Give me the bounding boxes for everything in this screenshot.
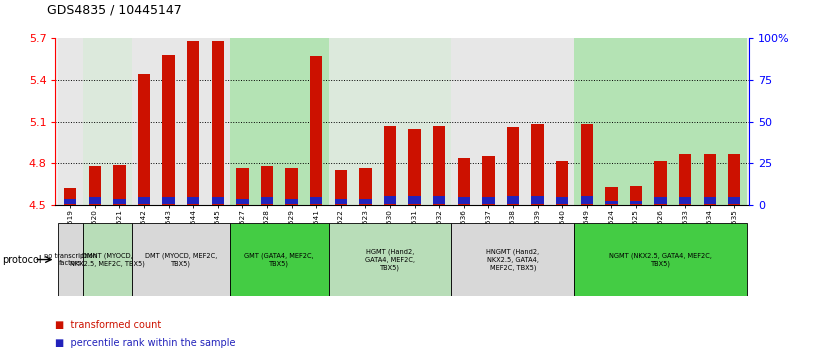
Bar — [581, 196, 593, 204]
Bar — [679, 197, 691, 204]
Bar — [605, 201, 618, 204]
Bar — [237, 199, 249, 204]
Bar — [310, 56, 322, 205]
Bar — [482, 156, 494, 205]
Text: NGMT (NKX2.5, GATA4, MEF2C,
TBX5): NGMT (NKX2.5, GATA4, MEF2C, TBX5) — [609, 252, 712, 267]
Bar — [187, 41, 199, 205]
Bar — [82, 38, 131, 205]
Bar — [409, 196, 421, 204]
Bar — [384, 126, 396, 205]
Bar — [507, 127, 519, 205]
Text: DMNT (MYOCD,
NKX2.5, MEF2C, TBX5): DMNT (MYOCD, NKX2.5, MEF2C, TBX5) — [69, 252, 144, 267]
Bar — [531, 125, 543, 205]
Text: no transcription
factors: no transcription factors — [44, 253, 97, 266]
Bar — [335, 170, 347, 205]
Bar — [58, 38, 82, 205]
Bar — [261, 166, 273, 205]
Text: HNGMT (Hand2,
NKX2.5, GATA4,
MEF2C, TBX5): HNGMT (Hand2, NKX2.5, GATA4, MEF2C, TBX5… — [486, 249, 539, 270]
Bar — [433, 196, 446, 204]
Bar — [113, 165, 126, 205]
Bar — [574, 223, 747, 296]
Text: DMT (MYOCD, MEF2C,
TBX5): DMT (MYOCD, MEF2C, TBX5) — [144, 252, 217, 267]
Text: protocol: protocol — [2, 254, 42, 265]
Bar — [458, 158, 470, 205]
Text: GMT (GATA4, MEF2C,
TBX5): GMT (GATA4, MEF2C, TBX5) — [245, 252, 314, 267]
Bar — [409, 129, 421, 205]
Bar — [329, 38, 451, 205]
Bar — [131, 38, 230, 205]
Bar — [482, 197, 494, 204]
Bar — [507, 196, 519, 204]
Bar — [187, 197, 199, 204]
Bar — [131, 223, 230, 296]
Bar — [654, 197, 667, 204]
Bar — [384, 196, 396, 204]
Bar — [162, 55, 175, 205]
Bar — [728, 197, 740, 204]
Bar — [230, 38, 329, 205]
Bar — [703, 154, 716, 205]
Bar — [531, 196, 543, 204]
Bar — [605, 187, 618, 205]
Bar — [703, 197, 716, 204]
Bar — [630, 201, 642, 204]
Bar — [310, 197, 322, 204]
Bar — [433, 126, 446, 205]
Text: HGMT (Hand2,
GATA4, MEF2C,
TBX5): HGMT (Hand2, GATA4, MEF2C, TBX5) — [365, 249, 415, 270]
Bar — [451, 223, 574, 296]
Bar — [138, 197, 150, 204]
Bar — [261, 197, 273, 204]
Bar — [89, 197, 101, 204]
Bar — [230, 223, 329, 296]
Bar — [58, 223, 82, 296]
Bar — [679, 154, 691, 205]
Bar — [113, 199, 126, 204]
Bar — [286, 167, 298, 205]
Bar — [359, 199, 371, 204]
Bar — [630, 185, 642, 205]
Bar — [654, 160, 667, 205]
Bar — [728, 154, 740, 205]
Text: ■  transformed count: ■ transformed count — [55, 320, 162, 330]
Bar — [89, 166, 101, 205]
Bar — [211, 41, 224, 205]
Bar — [64, 188, 77, 205]
Bar — [162, 197, 175, 204]
Bar — [82, 223, 131, 296]
Bar — [329, 223, 451, 296]
Bar — [359, 167, 371, 205]
Bar — [138, 74, 150, 205]
Text: GDS4835 / 10445147: GDS4835 / 10445147 — [47, 3, 182, 16]
Bar — [581, 125, 593, 205]
Bar — [335, 199, 347, 204]
Bar — [286, 199, 298, 204]
Bar — [211, 197, 224, 204]
Bar — [451, 38, 574, 205]
Bar — [237, 167, 249, 205]
Bar — [556, 197, 568, 204]
Text: ■  percentile rank within the sample: ■ percentile rank within the sample — [55, 338, 236, 348]
Bar — [458, 197, 470, 204]
Bar — [556, 160, 568, 205]
Bar — [64, 199, 77, 204]
Bar — [574, 38, 747, 205]
